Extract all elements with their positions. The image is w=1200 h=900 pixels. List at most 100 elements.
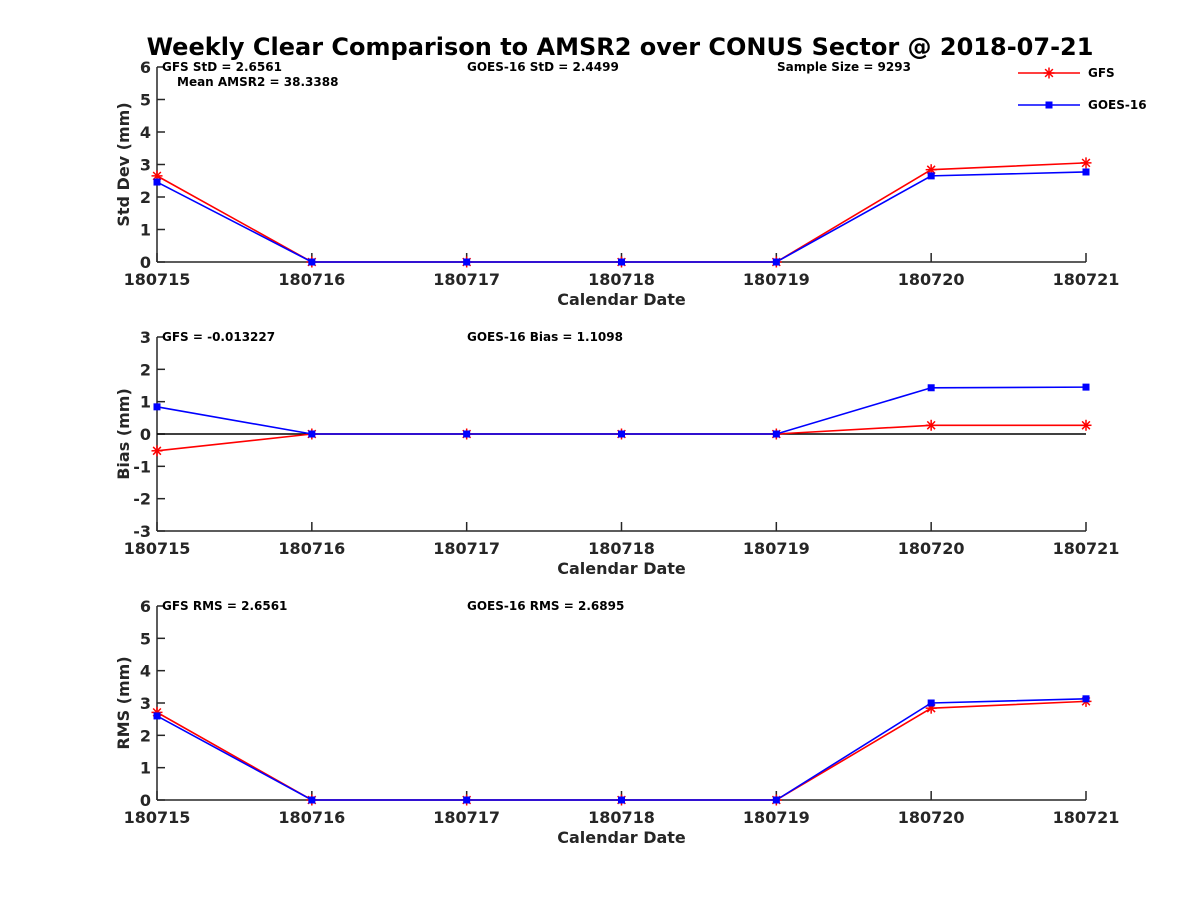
x-tick-label: 180719 (743, 270, 810, 289)
annotation: GOES-16 StD = 2.4499 (467, 60, 619, 74)
data-point (772, 796, 780, 804)
annotation: GOES-16 Bias = 1.1098 (467, 330, 623, 344)
x-tick-label: 180721 (1053, 539, 1120, 558)
data-point (925, 419, 937, 431)
data-point (927, 384, 935, 392)
x-tick-label: 180718 (588, 808, 655, 827)
x-tick-label: 180717 (433, 270, 500, 289)
data-point (153, 403, 161, 411)
y-axis-label: Std Dev (mm) (114, 102, 133, 226)
chart-title: Weekly Clear Comparison to AMSR2 over CO… (147, 33, 1094, 61)
data-point (151, 170, 163, 182)
x-tick-label: 180715 (124, 539, 191, 558)
panels: 0 1 2 3 4 5 6 180715 180716 180717 180718 180719 180… (114, 58, 1119, 847)
y-tick-label: 0 (140, 425, 151, 444)
data-point (463, 430, 471, 438)
annotation: Mean AMSR2 = 38.3388 (177, 75, 338, 89)
annotation: GOES-16 RMS = 2.6895 (467, 599, 624, 613)
data-point (308, 258, 316, 266)
y-axis-label: RMS (mm) (114, 656, 133, 749)
x-tick-label: 180719 (743, 808, 810, 827)
series-goes-16 (153, 695, 1090, 804)
series-goes-16 (153, 383, 1090, 438)
x-tick-label: 180720 (898, 539, 965, 558)
y-tick-label: 3 (140, 156, 151, 175)
annotation: Sample Size = 9293 (777, 60, 911, 74)
x-tick-label: 180717 (433, 539, 500, 558)
legend: GFS GOES-16 (1018, 66, 1147, 112)
y-tick-label: 6 (140, 597, 151, 616)
series-goes-16 (153, 168, 1090, 266)
x-tick-label: 180721 (1053, 808, 1120, 827)
x-tick-label: 180718 (588, 539, 655, 558)
y-tick-label: 1 (140, 221, 151, 240)
legend-entry: GFS (1018, 66, 1115, 80)
x-tick-label: 180721 (1053, 270, 1120, 289)
series-gfs (151, 419, 1092, 457)
panel-2: -3 -2 -1 0 1 2 3 180715 180716 180717 180718 180719… (114, 328, 1119, 578)
x-axis-label: Calendar Date (557, 828, 686, 847)
data-point (772, 258, 780, 266)
y-tick-label: 1 (140, 759, 151, 778)
series-line (156, 386, 1087, 435)
y-tick-label: 6 (140, 58, 151, 77)
x-axis-label: Calendar Date (557, 559, 686, 578)
data-point (463, 796, 471, 804)
data-point (618, 258, 625, 266)
x-tick-label: 180716 (278, 808, 345, 827)
y-tick-label: 4 (140, 662, 151, 681)
y-tick-label: 5 (140, 91, 151, 110)
x-tick-label: 180715 (124, 270, 191, 289)
y-tick-label: 3 (140, 328, 151, 347)
series-gfs (151, 157, 1092, 268)
annotation: GFS = -0.013227 (162, 330, 275, 344)
x-axis-label: Calendar Date (557, 290, 686, 309)
x-tick-label: 180720 (898, 270, 965, 289)
x-tick-label: 180720 (898, 808, 965, 827)
series-line (156, 171, 1087, 263)
data-point (153, 178, 161, 186)
y-tick-label: -3 (133, 522, 151, 541)
data-point (308, 430, 316, 438)
data-point (772, 430, 780, 438)
data-point (308, 796, 316, 804)
y-tick-label: 2 (140, 360, 151, 379)
y-tick-label: 0 (140, 791, 151, 810)
legend-marker (1045, 101, 1053, 109)
series-line (156, 697, 1087, 801)
annotation: GFS RMS = 2.6561 (162, 599, 287, 613)
data-point (151, 445, 163, 457)
panel-3: 0 1 2 3 4 5 6 180715 180716 180717 180718 180719 180… (114, 597, 1119, 847)
legend-entry: GOES-16 (1018, 98, 1147, 112)
x-tick-label: 180715 (124, 808, 191, 827)
data-point (927, 172, 935, 180)
data-point (1082, 168, 1090, 176)
legend-marker (1043, 67, 1055, 79)
data-point (618, 796, 625, 804)
x-tick-label: 180717 (433, 808, 500, 827)
annotation: GFS StD = 2.6561 (162, 60, 282, 74)
y-tick-label: -2 (133, 490, 151, 509)
panel-1: 0 1 2 3 4 5 6 180715 180716 180717 180718 180719 180… (114, 58, 1119, 309)
y-tick-label: 5 (140, 629, 151, 648)
series-line (156, 700, 1087, 801)
y-tick-label: 1 (140, 393, 151, 412)
legend-label: GFS (1088, 66, 1115, 80)
data-point (1082, 383, 1090, 391)
x-tick-label: 180716 (278, 539, 345, 558)
data-point (618, 430, 625, 438)
data-point (1080, 419, 1092, 431)
y-axis-label: Bias (mm) (114, 388, 133, 480)
y-tick-label: 2 (140, 726, 151, 745)
x-tick-label: 180716 (278, 270, 345, 289)
legend-label: GOES-16 (1088, 98, 1147, 112)
data-point (1080, 157, 1092, 169)
data-point (463, 258, 471, 266)
y-tick-label: -1 (133, 457, 151, 476)
series-line (156, 162, 1087, 263)
y-tick-label: 2 (140, 188, 151, 207)
x-tick-label: 180719 (743, 539, 810, 558)
y-tick-label: 3 (140, 694, 151, 713)
data-point (153, 712, 161, 720)
